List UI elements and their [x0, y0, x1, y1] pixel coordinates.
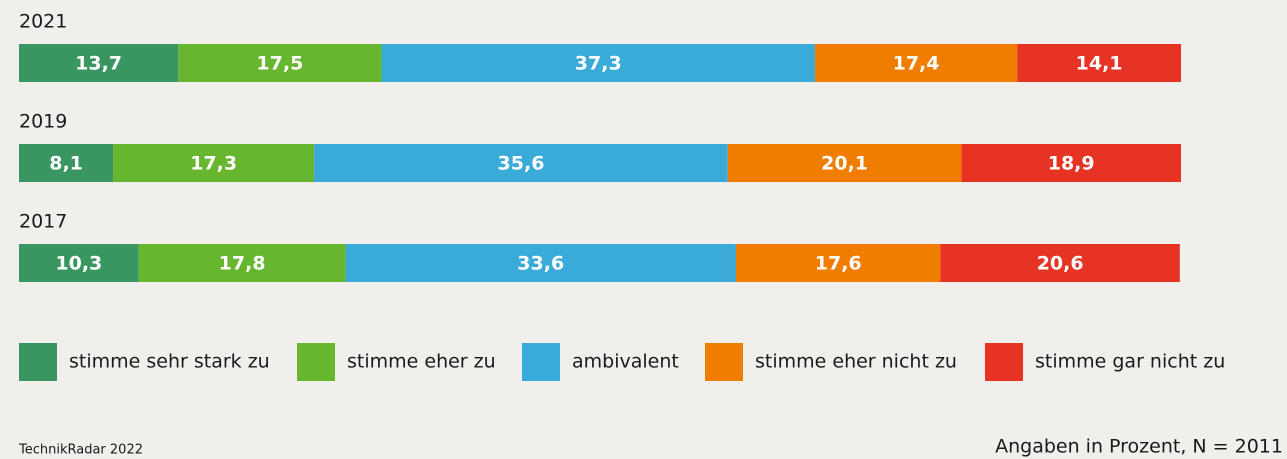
value-label: 33,6 [517, 253, 564, 275]
value-label: 10,3 [55, 253, 102, 275]
value-label: 17,6 [815, 253, 862, 275]
category-label: 2021 [19, 11, 67, 33]
category-label: 2017 [19, 211, 67, 233]
value-label: 17,4 [893, 53, 940, 75]
bar-segment [961, 144, 1181, 182]
value-label: 17,5 [256, 53, 303, 75]
bar-segment [381, 44, 815, 82]
legend-swatch [705, 343, 743, 381]
legend-label: stimme gar nicht zu [1035, 351, 1225, 373]
source: TechnikRadar 2022 [18, 443, 143, 458]
value-label: 14,1 [1076, 53, 1123, 75]
bar-segment [314, 144, 728, 182]
legend-swatch [522, 343, 560, 381]
bar-segment [735, 244, 941, 282]
bar-segment [19, 244, 139, 282]
value-label: 17,8 [219, 253, 266, 275]
bar-segment [178, 44, 382, 82]
bar-segment [1017, 44, 1181, 82]
legend-label: stimme sehr stark zu [69, 351, 270, 373]
legend-label: stimme eher zu [347, 351, 496, 373]
bar-segment [138, 244, 346, 282]
bar-segment [113, 144, 315, 182]
legend-swatch [297, 343, 335, 381]
legend-swatch [19, 343, 57, 381]
category-label: 2019 [19, 111, 67, 133]
bar-segment [345, 244, 736, 282]
bar-segment [727, 144, 962, 182]
value-label: 18,9 [1048, 153, 1095, 175]
bar-segment [814, 44, 1018, 82]
value-label: 20,1 [821, 153, 868, 175]
bar-segment [19, 44, 179, 82]
bar-segment [19, 144, 114, 182]
legend-label: stimme eher nicht zu [755, 351, 957, 373]
value-label: 8,1 [49, 153, 83, 175]
value-label: 13,7 [75, 53, 122, 75]
bar-segment [940, 244, 1180, 282]
value-label: 35,6 [498, 153, 545, 175]
legend-label: ambivalent [572, 351, 679, 373]
value-label: 37,3 [575, 53, 622, 75]
value-label: 17,3 [190, 153, 237, 175]
legend-swatch [985, 343, 1023, 381]
note: Angaben in Prozent, N = 2011 [995, 436, 1283, 458]
value-label: 20,6 [1037, 253, 1084, 275]
